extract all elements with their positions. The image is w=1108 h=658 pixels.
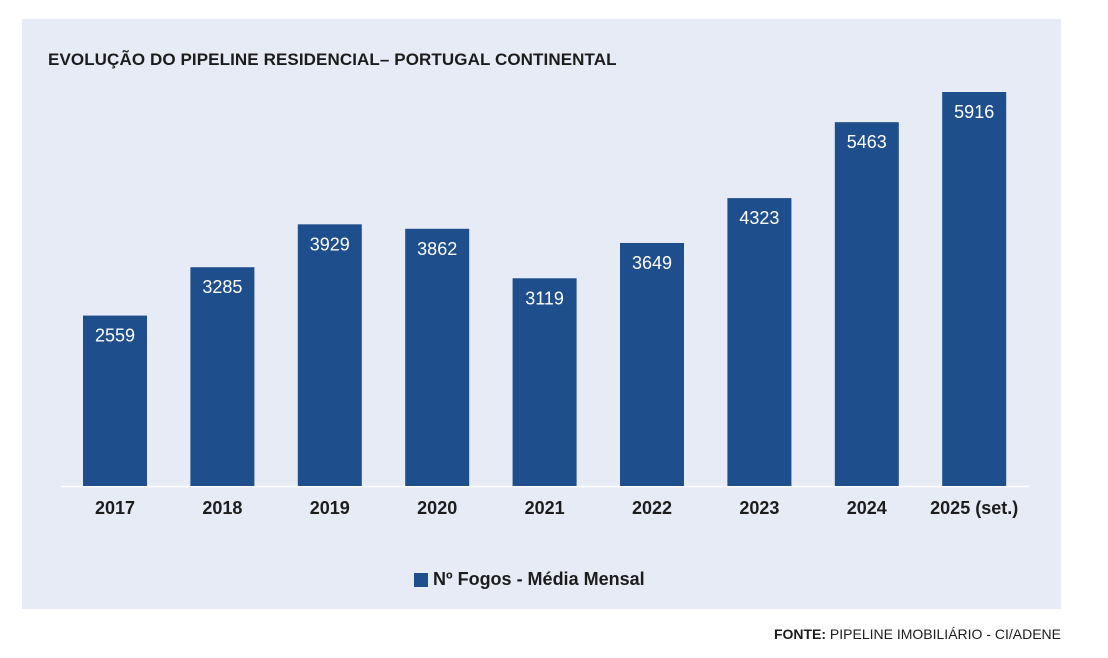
data-label: 5463 xyxy=(847,132,887,152)
bar xyxy=(727,198,792,486)
bar xyxy=(620,242,684,486)
bar xyxy=(190,267,255,486)
x-tick-label: 2018 xyxy=(202,498,242,518)
legend-swatch xyxy=(414,572,428,587)
source-text: PIPELINE IMOBILIÁRIO - CI/ADENE xyxy=(826,626,1061,642)
x-tick-label: 2019 xyxy=(310,498,350,518)
bar xyxy=(405,228,470,487)
bar xyxy=(297,224,362,486)
bar-chart: 2559 2017 3285 2018 3929 2019 3862 2020 3119 2021… xyxy=(61,92,1029,518)
chart-panel: EVOLUÇÃO DO PIPELINE RESIDENCIAL– PORTUG… xyxy=(22,19,1061,609)
x-tick-label: 2024 xyxy=(847,498,887,518)
legend-label: Nº Fogos - Média Mensal xyxy=(433,569,645,589)
bar xyxy=(83,315,147,486)
data-label: 5916 xyxy=(954,102,994,122)
source-label: FONTE: xyxy=(773,626,827,642)
x-tick-label: 2021 xyxy=(525,498,565,518)
bar xyxy=(834,122,899,486)
bar xyxy=(942,92,1007,486)
chart-title: EVOLUÇÃO DO PIPELINE RESIDENCIAL– PORTUG… xyxy=(48,50,617,69)
x-tick-label: 2017 xyxy=(95,498,135,518)
data-label: 3649 xyxy=(632,253,672,273)
x-tick-label: 2020 xyxy=(417,498,457,518)
data-label: 3119 xyxy=(525,288,564,308)
bar xyxy=(512,278,577,486)
data-label: 4323 xyxy=(739,208,779,228)
data-label: 3862 xyxy=(417,239,457,259)
data-label: 3285 xyxy=(202,277,242,297)
data-label: 2559 xyxy=(95,326,135,346)
x-tick-label: 2022 xyxy=(632,498,672,518)
data-label: 3929 xyxy=(310,234,350,254)
x-tick-label: 2023 xyxy=(739,498,779,518)
x-tick-label: 2025 (set.) xyxy=(930,498,1018,518)
source-note: FONTE: PIPELINE IMOBILIÁRIO - CI/ADENE xyxy=(774,626,1061,642)
legend: Nº Fogos - Média Mensal xyxy=(414,569,645,590)
